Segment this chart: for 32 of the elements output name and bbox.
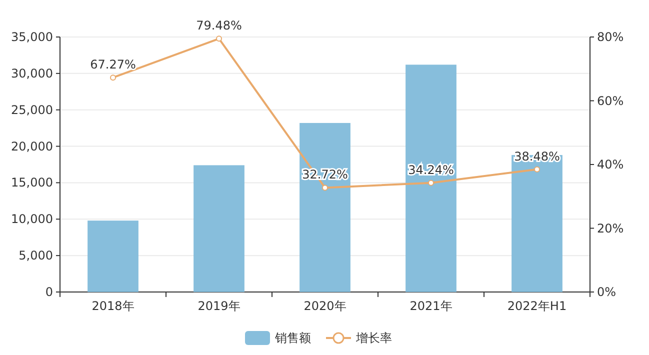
- y2-tick-label: 40%: [597, 158, 624, 172]
- bar: [194, 165, 244, 292]
- y-tick-label: 0: [45, 285, 53, 299]
- y-tick-label: 5,000: [18, 248, 53, 263]
- legend-label: 销售额: [274, 331, 311, 345]
- bar: [406, 64, 456, 292]
- x-tick-label: 2021年: [410, 299, 452, 313]
- bar: [300, 122, 350, 292]
- point: [216, 36, 222, 42]
- data-label: 79.48%: [196, 18, 242, 33]
- data-label: 34.24%: [408, 162, 454, 177]
- data-label: 67.27%: [90, 58, 136, 72]
- y2-tick-label: 0%: [597, 285, 616, 299]
- point: [534, 166, 540, 172]
- y-tick-label: 35,000: [11, 30, 53, 44]
- x-tick-label: 2022年H1: [507, 299, 567, 313]
- point: [322, 184, 328, 191]
- point: [428, 180, 434, 186]
- y2-tick-label: 20%: [597, 221, 624, 236]
- x-tick-label: 2018年: [92, 299, 134, 313]
- x-tick-label: 2019年: [198, 299, 240, 313]
- bar: [88, 220, 138, 292]
- y-tick-label: 10,000: [11, 212, 53, 226]
- x-tick-label: 2020年: [304, 299, 346, 313]
- legend-label: 增长率: [355, 331, 392, 345]
- point: [110, 74, 116, 81]
- y-tick-label: 15,000: [11, 176, 53, 190]
- y2-tick-label: 80%: [597, 30, 624, 44]
- y2-tick-label: 60%: [597, 94, 624, 108]
- y-tick-label: 30,000: [11, 66, 53, 80]
- y-tick-label: 25,000: [11, 102, 53, 117]
- y-tick-label: 20,000: [11, 139, 53, 154]
